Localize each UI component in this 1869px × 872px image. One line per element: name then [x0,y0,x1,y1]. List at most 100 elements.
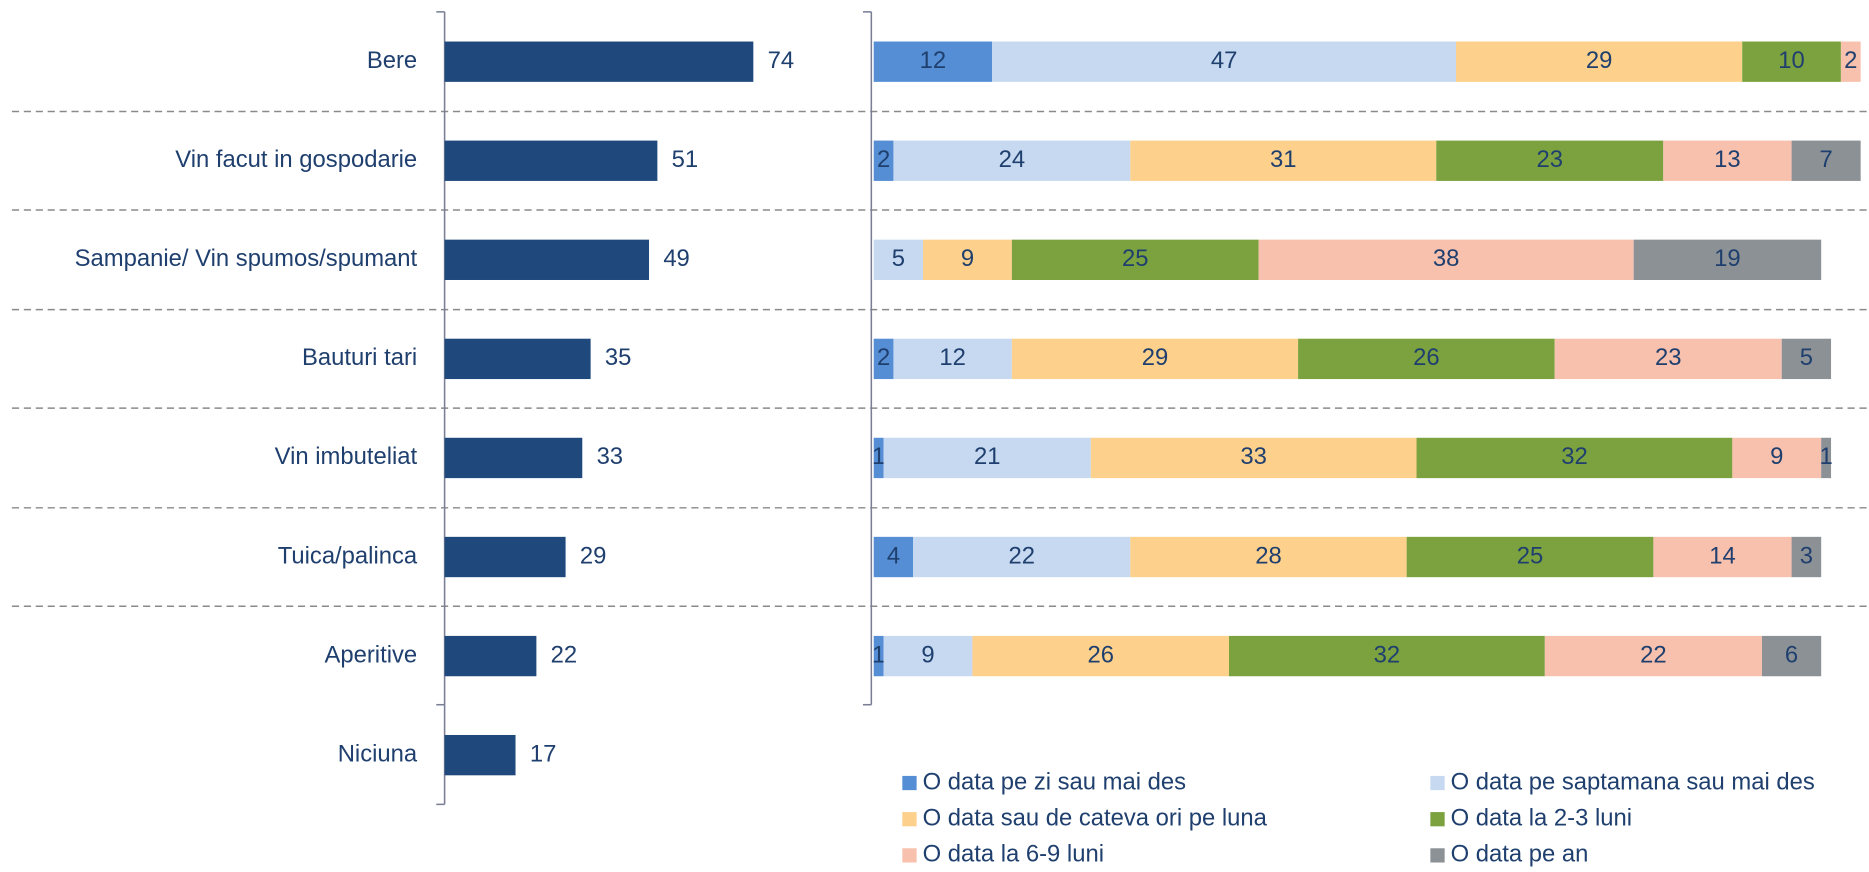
segment [1742,41,1841,82]
bar [444,239,650,280]
bar [444,338,591,380]
legend-label: O data la 6-9 luni [923,841,1104,868]
segment [1011,239,1259,280]
legend-label: O data pe zi sau mai des [923,768,1187,795]
segment [1791,536,1822,578]
segment [1436,140,1664,181]
segment [893,338,1012,380]
segment-label: 22 [1640,641,1666,668]
legend-label: O data la 2-3 luni [1451,805,1632,832]
segment [1544,635,1762,677]
segment-label: 26 [1413,344,1439,371]
segment-label: 32 [1561,443,1587,470]
value-label: 35 [605,344,631,371]
category-label: Vin imbuteliat [275,443,418,470]
segment [873,536,914,578]
segment-label: 38 [1433,245,1459,272]
segment-label: 6 [1785,641,1798,668]
segment-label: 47 [1211,47,1237,74]
segment-label: 21 [974,443,1000,470]
segment [1840,41,1861,82]
segment [883,437,1091,479]
legend-swatch [902,812,917,827]
segment [1130,536,1407,578]
segment [1821,437,1832,479]
bar [444,437,583,479]
value-label: 33 [597,443,623,470]
bar [444,635,537,677]
category-label: Aperitive [325,641,418,668]
segment-label: 14 [1709,542,1735,569]
segment-label: 28 [1255,542,1281,569]
segment-label: 29 [1586,47,1612,74]
segment [1554,338,1782,380]
value-label: 51 [672,146,698,173]
category-label: Bauturi tari [302,344,417,371]
segment-label: 31 [1270,146,1296,173]
segment-label: 25 [1517,542,1543,569]
segment-label: 23 [1655,344,1681,371]
legend-swatch [902,775,917,791]
category-label: Niciuna [338,740,418,767]
segment-label: 26 [1087,641,1113,668]
segment-label: 13 [1714,146,1740,173]
segment [873,437,884,479]
segment [873,635,884,677]
legend-label: O data sau de cateva ori pe luna [923,805,1268,832]
value-label: 22 [551,641,577,668]
segment-label: 9 [1770,443,1783,470]
segment-label: 3 [1800,542,1813,569]
segment-label: 2 [877,146,890,173]
segment [873,239,924,280]
segment-label: 19 [1714,245,1740,272]
segment-label: 12 [920,47,946,74]
category-label: Bere [367,47,417,74]
segment-label: 1 [872,443,885,470]
segment-label: 24 [999,146,1025,173]
legend-label: O data pe an [1451,841,1589,868]
segment-label: 5 [1800,344,1813,371]
legend-swatch [902,848,917,863]
legend-swatch [1430,775,1445,791]
category-label: Sampanie/ Vin spumos/spumant [75,245,418,272]
segment [1229,635,1545,677]
bar [444,536,566,578]
segment-label: 2 [877,344,890,371]
segment [1633,239,1822,280]
segment [1258,239,1634,280]
category-label: Vin facut in gospodarie [175,146,417,173]
segment-label: 1 [872,641,885,668]
segment [873,338,894,380]
segment-label: 9 [961,245,974,272]
segment [1090,437,1417,479]
segment [873,140,894,181]
segment [1011,338,1299,380]
segment-label: 1 [1819,443,1832,470]
value-label: 49 [663,245,689,272]
segment-label: 4 [887,542,900,569]
segment [972,635,1230,677]
segment-label: 25 [1122,245,1148,272]
segment [883,635,973,677]
segment-label: 5 [892,245,905,272]
segment-label: 2 [1844,47,1857,74]
segment [1298,338,1555,380]
bar [444,41,754,82]
segment [1653,536,1792,578]
segment-label: 12 [939,344,965,371]
segment-label: 23 [1537,146,1563,173]
segment-label: 32 [1374,641,1400,668]
segment-label: 22 [1009,542,1035,569]
segment [1456,41,1743,82]
bar [444,734,516,776]
segment-label: 33 [1240,443,1266,470]
value-label: 74 [768,47,794,74]
segment-label: 29 [1142,344,1168,371]
segment [1791,140,1861,181]
segment [992,41,1457,82]
segment [893,140,1131,181]
segment [1761,635,1822,677]
segment [913,536,1131,578]
